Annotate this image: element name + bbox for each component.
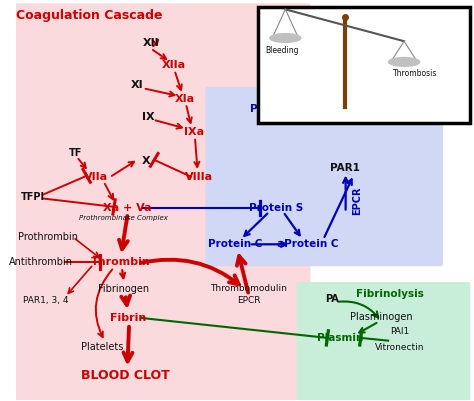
Text: Antithrombin: Antithrombin xyxy=(9,257,73,267)
Text: EPCR: EPCR xyxy=(237,296,261,304)
Text: PAR1: PAR1 xyxy=(330,163,360,173)
FancyBboxPatch shape xyxy=(258,7,470,123)
Text: Vitronectin: Vitronectin xyxy=(375,343,424,352)
FancyBboxPatch shape xyxy=(14,3,310,401)
Text: VIIa: VIIa xyxy=(84,172,108,182)
Text: Protein S: Protein S xyxy=(249,203,303,213)
Text: Bleeding: Bleeding xyxy=(265,46,299,55)
Text: Fibrin: Fibrin xyxy=(109,313,146,323)
Text: Coagulation Cascade: Coagulation Cascade xyxy=(16,9,162,22)
Text: IXa: IXa xyxy=(184,127,204,137)
Text: XIa: XIa xyxy=(175,94,195,104)
Text: Protein C: Protein C xyxy=(208,239,262,249)
Text: XIIa: XIIa xyxy=(161,60,185,70)
Text: Protein C Pathway: Protein C Pathway xyxy=(250,104,357,114)
Text: Thrombin: Thrombin xyxy=(91,257,151,267)
Text: XII: XII xyxy=(142,38,159,48)
Text: Prothrombinase Complex: Prothrombinase Complex xyxy=(79,215,168,221)
Text: Fibrinolysis: Fibrinolysis xyxy=(356,289,424,299)
FancyBboxPatch shape xyxy=(263,11,466,119)
Text: aProtein C: aProtein C xyxy=(277,239,339,249)
Text: IX: IX xyxy=(142,112,155,122)
Text: EPCR: EPCR xyxy=(353,186,363,215)
Text: Fibrinogen: Fibrinogen xyxy=(98,284,149,294)
Text: X: X xyxy=(142,156,150,166)
Ellipse shape xyxy=(389,57,419,66)
FancyBboxPatch shape xyxy=(205,87,443,266)
Text: Xa + Va: Xa + Va xyxy=(103,203,152,213)
Text: PAR1, 3, 4: PAR1, 3, 4 xyxy=(23,296,68,305)
FancyBboxPatch shape xyxy=(297,282,470,401)
Text: PA: PA xyxy=(326,294,339,304)
Text: BLOOD CLOT: BLOOD CLOT xyxy=(81,369,170,382)
Text: TF: TF xyxy=(69,148,82,158)
Ellipse shape xyxy=(270,34,301,43)
Text: PAI1: PAI1 xyxy=(390,327,409,336)
Text: XI: XI xyxy=(131,80,143,90)
Text: Thrombomodulin: Thrombomodulin xyxy=(210,284,287,293)
Text: Plasminogen: Plasminogen xyxy=(350,312,412,322)
Text: Platelets: Platelets xyxy=(82,342,124,352)
Text: Thrombosis: Thrombosis xyxy=(393,69,438,78)
Text: Plasmin: Plasmin xyxy=(317,333,364,343)
Text: Prothrombin: Prothrombin xyxy=(18,232,78,242)
Text: TFPI: TFPI xyxy=(21,192,45,202)
Text: VIIIa: VIIIa xyxy=(184,172,213,182)
